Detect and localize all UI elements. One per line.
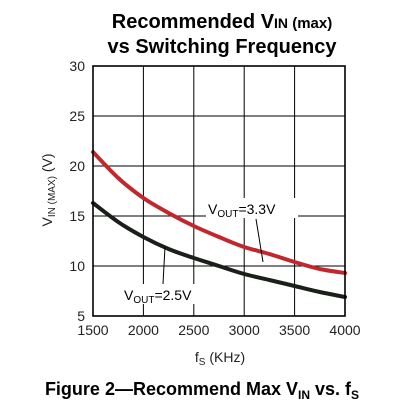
- x-tick-label-2000: 2000: [128, 322, 159, 338]
- svg-text:VOUT=3.3V: VOUT=3.3V: [208, 201, 276, 220]
- x-tick-labels: 1500 2000 2500 3000 3500 4000: [77, 322, 360, 338]
- x-tick-label-1500: 1500: [77, 322, 108, 338]
- svg-text:VOUT=2.5V: VOUT=2.5V: [124, 287, 192, 306]
- label-vout-3v3: VOUT=3.3V: [206, 198, 298, 263]
- y-axis-label: VIN (MAX) (V): [39, 153, 58, 226]
- x-tick-label-4000: 4000: [329, 322, 360, 338]
- y-tick-label-5: 5: [77, 308, 85, 324]
- y-tick-label-30: 30: [69, 58, 85, 74]
- y-tick-label-20: 20: [69, 158, 85, 174]
- series-line-vout_2v5: [91, 201, 347, 299]
- y-tick-label-15: 15: [69, 208, 85, 224]
- x-tick-label-2500: 2500: [178, 322, 209, 338]
- series-line-vout_3v3: [91, 150, 347, 275]
- y-tick-label-10: 10: [69, 258, 85, 274]
- y-tick-label-25: 25: [69, 108, 85, 124]
- plot-frame: [92, 65, 346, 317]
- x-axis-label: fS (KHz): [195, 349, 245, 368]
- label-vout-2v5: VOUT=2.5V: [122, 246, 212, 306]
- chart-title-line2: vs Switching Frequency: [108, 36, 338, 58]
- figure-caption: Figure 2—Recommend Max VIN vs. fS: [45, 379, 359, 402]
- series-lines: [91, 150, 347, 299]
- y-tick-labels: 5 10 15 20 25 30: [69, 58, 85, 324]
- chart-title-line1: Recommended VIN (max): [112, 11, 332, 33]
- x-tick-label-3500: 3500: [279, 322, 310, 338]
- x-tick-label-3000: 3000: [229, 322, 260, 338]
